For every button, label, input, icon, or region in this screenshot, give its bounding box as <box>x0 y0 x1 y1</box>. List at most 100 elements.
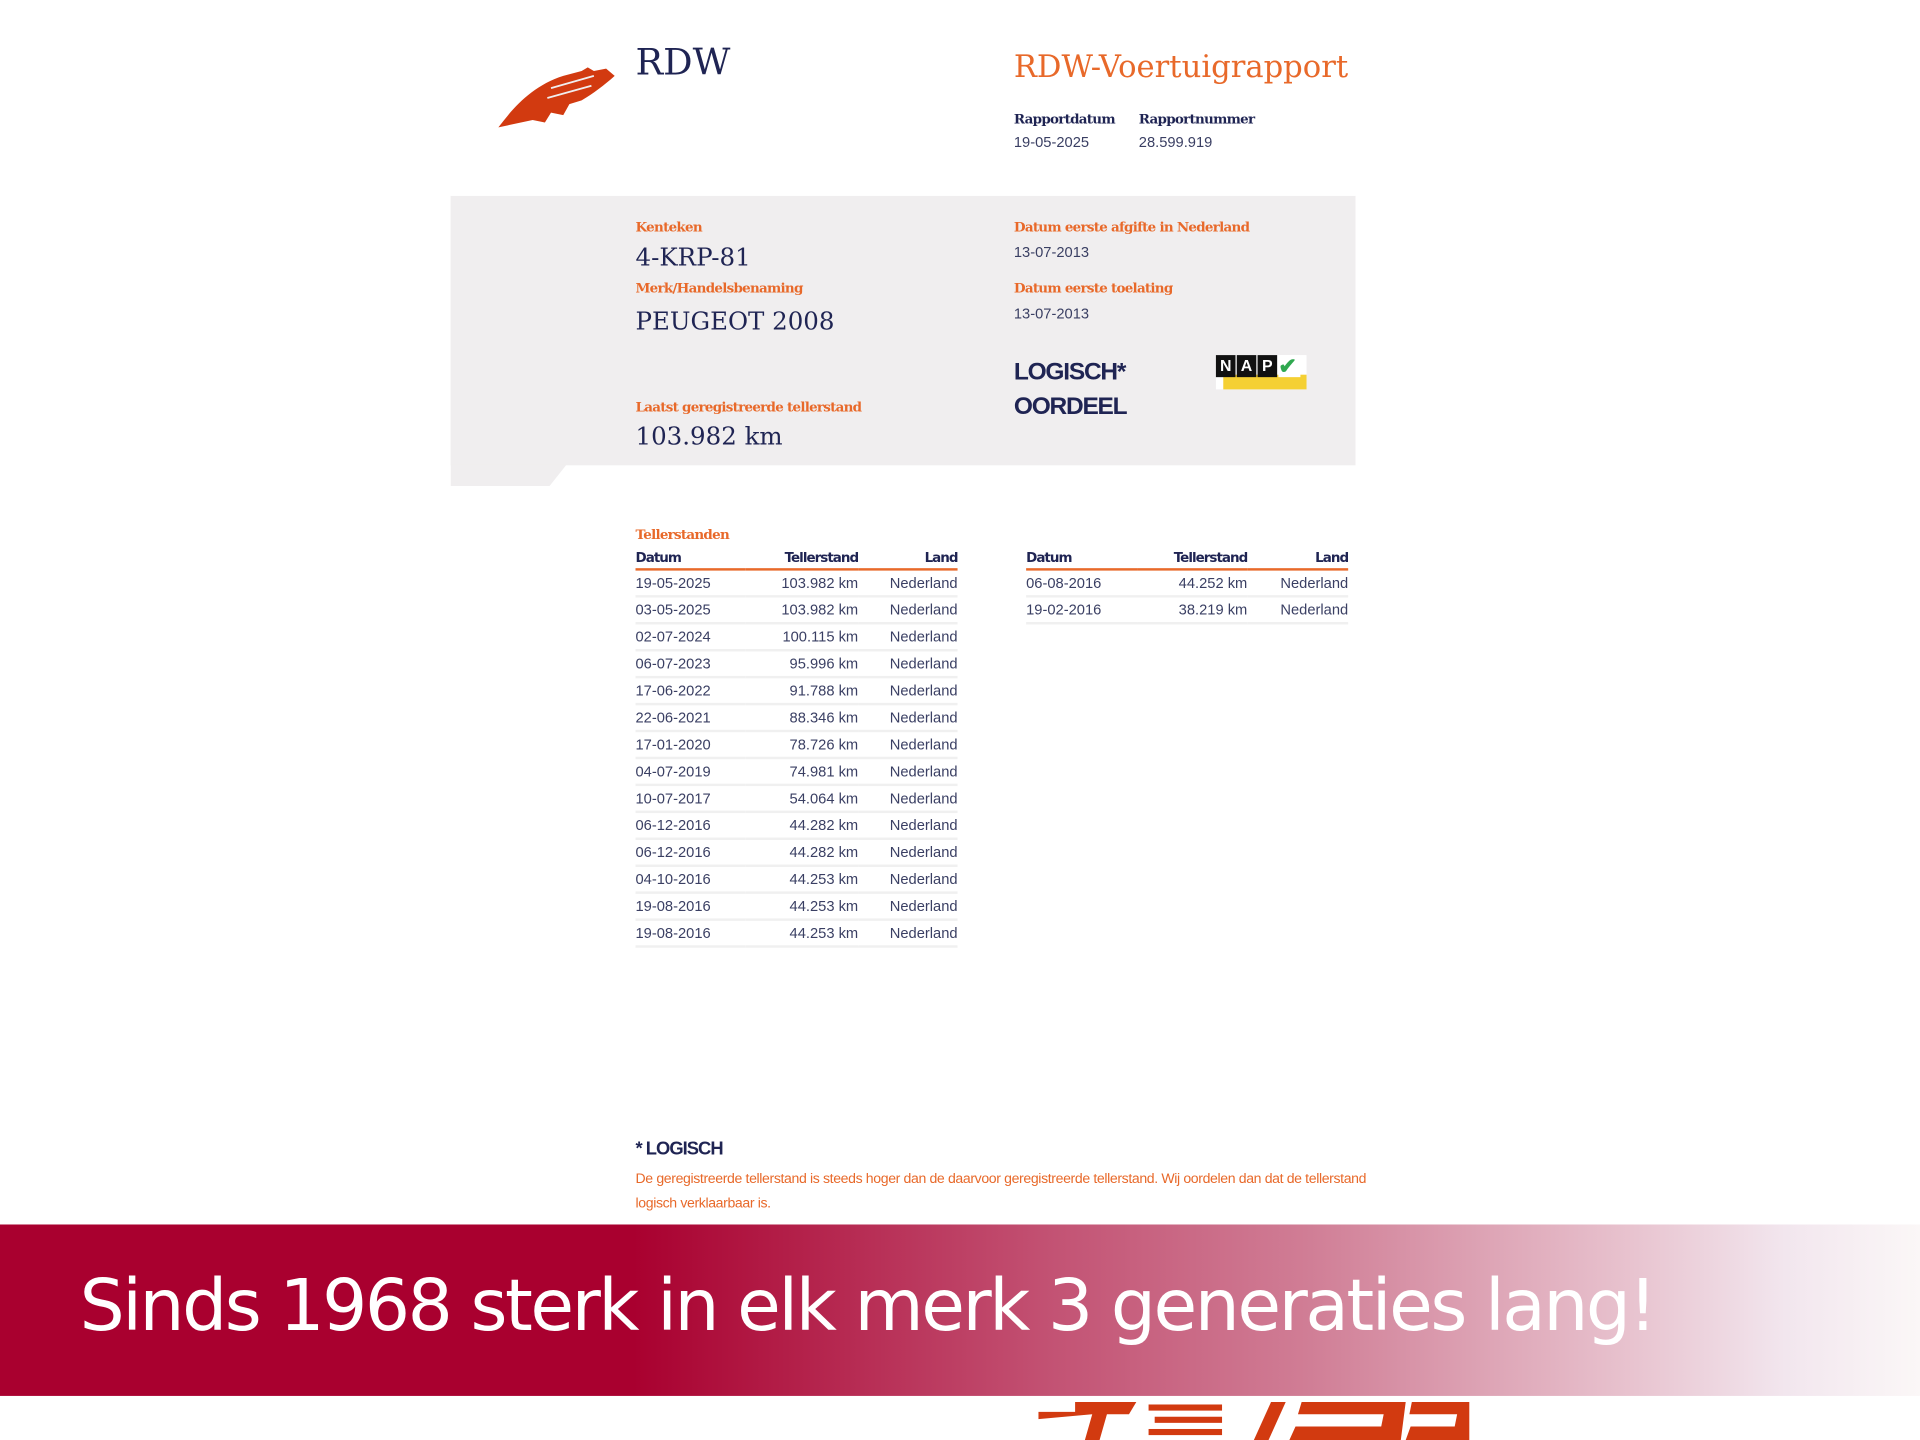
footnote-text: De geregistreerde tellerstand is steeds … <box>635 1171 1367 1212</box>
oordeel-label: OORDEEL <box>1013 393 1128 421</box>
merk-label: Merk/Handelsbenaming <box>635 280 804 297</box>
table-row: 19-08-2016 44.253 km Nederland <box>635 919 958 948</box>
slogan-text: Sinds 1968 sterk in elk merk 3 generatie… <box>79 1263 1657 1347</box>
cell-datum: 19-02-2016 <box>1026 596 1138 625</box>
footnote-title: * LOGISCH <box>635 1138 724 1160</box>
cell-land: Nederland <box>858 731 958 760</box>
cell-tellerstand: 88.346 km <box>745 704 859 733</box>
rapportdatum-label: Rapportdatum <box>1013 111 1116 128</box>
cell-datum: 04-10-2016 <box>635 865 746 894</box>
cell-datum: 04-07-2019 <box>635 757 746 787</box>
tellerstanden-table-2: Datum Tellerstand Land 06-08-2016 44.252 … <box>1026 548 1349 625</box>
col-land: Land <box>1247 548 1349 571</box>
kenteken-label: Kenteken <box>635 219 703 236</box>
cell-tellerstand: 38.219 km <box>1137 596 1248 625</box>
cell-datum: 19-08-2016 <box>635 919 746 948</box>
table-row: 06-12-2016 44.282 km Nederland <box>635 811 958 841</box>
afgifte-value: 13-07-2013 <box>1013 243 1090 261</box>
teller-value: 103.982 km <box>635 421 783 451</box>
table-row: 10-07-2017 54.064 km Nederland <box>635 784 958 814</box>
cell-datum: 17-01-2020 <box>635 731 746 760</box>
cell-tellerstand: 44.252 km <box>1137 569 1248 598</box>
table-row: 02-07-2024 100.115 km Nederland <box>635 623 958 652</box>
cell-land: Nederland <box>858 919 958 948</box>
table-row: 19-08-2016 44.253 km Nederland <box>635 892 958 921</box>
slogan-banner <box>0 1224 1920 1396</box>
cell-tellerstand: 44.282 km <box>745 811 859 841</box>
table-row: 17-06-2022 91.788 km Nederland <box>635 677 958 706</box>
cell-tellerstand: 95.996 km <box>745 650 859 679</box>
cell-land: Nederland <box>1247 596 1349 625</box>
table-row: 06-08-2016 44.252 km Nederland <box>1026 569 1349 598</box>
cell-land: Nederland <box>1247 569 1349 598</box>
col-datum: Datum <box>1026 548 1138 571</box>
toelating-value: 13-07-2013 <box>1013 304 1090 323</box>
cell-tellerstand: 54.064 km <box>745 784 859 814</box>
report-title: RDW-Voertuigrapport <box>1013 48 1349 85</box>
toelating-label: Datum eerste toelating <box>1013 280 1173 297</box>
tellerstanden-title: Tellerstanden <box>635 526 730 543</box>
col-tellerstand: Tellerstand <box>1137 548 1248 571</box>
table-row: 04-10-2016 44.253 km Nederland <box>635 865 958 894</box>
table-row: 19-05-2025 103.982 km Nederland <box>635 569 958 598</box>
panel-lip <box>450 464 567 487</box>
cell-datum: 19-08-2016 <box>635 892 746 921</box>
cell-datum: 06-12-2016 <box>635 838 746 867</box>
cell-datum: 10-07-2017 <box>635 784 746 814</box>
cell-tellerstand: 100.115 km <box>745 623 859 652</box>
table-row: 17-01-2020 78.726 km Nederland <box>635 731 958 760</box>
afgifte-label: Datum eerste afgifte in Nederland <box>1013 219 1250 236</box>
cell-datum: 06-07-2023 <box>635 650 746 679</box>
cell-tellerstand: 103.982 km <box>745 569 859 598</box>
oordeel-value: LOGISCH* <box>1013 358 1127 386</box>
cell-land: Nederland <box>858 865 958 894</box>
table-row: 06-12-2016 44.282 km Nederland <box>635 838 958 867</box>
col-datum: Datum <box>635 548 746 571</box>
teller-label: Laatst geregistreerde tellerstand <box>635 399 863 416</box>
cell-land: Nederland <box>858 677 958 706</box>
cell-datum: 02-07-2024 <box>635 623 746 652</box>
cell-tellerstand: 78.726 km <box>745 731 859 760</box>
cell-datum: 22-06-2021 <box>635 704 746 733</box>
table-row: 19-02-2016 38.219 km Nederland <box>1026 596 1349 625</box>
table-row: 04-07-2019 74.981 km Nederland <box>635 757 958 787</box>
cell-tellerstand: 44.253 km <box>745 919 859 948</box>
cell-land: Nederland <box>858 704 958 733</box>
rapportnummer-label: Rapportnummer <box>1138 111 1255 128</box>
table-row: 22-06-2021 88.346 km Nederland <box>635 704 958 733</box>
nap-badge: N A P ✔ <box>1215 355 1307 390</box>
cell-tellerstand: 44.253 km <box>745 892 859 921</box>
nap-letter: P <box>1257 355 1278 378</box>
cell-land: Nederland <box>858 757 958 787</box>
check-icon: ✔ <box>1278 355 1301 378</box>
cell-land: Nederland <box>858 892 958 921</box>
bottom-logo-icon <box>1038 1402 1470 1440</box>
merk-value: PEUGEOT 2008 <box>635 306 835 336</box>
cell-datum: 06-12-2016 <box>635 811 746 841</box>
cell-land: Nederland <box>858 811 958 841</box>
cell-land: Nederland <box>858 784 958 814</box>
col-tellerstand: Tellerstand <box>745 548 859 571</box>
kenteken-value: 4-KRP-81 <box>635 242 751 272</box>
cell-tellerstand: 103.982 km <box>745 596 859 625</box>
rapportdatum-value: 19-05-2025 <box>1013 133 1090 151</box>
cell-land: Nederland <box>858 650 958 679</box>
rdw-feather-logo-icon <box>498 67 615 128</box>
nap-letter: N <box>1215 355 1236 378</box>
cell-tellerstand: 44.253 km <box>745 865 859 894</box>
cell-tellerstand: 74.981 km <box>745 757 859 787</box>
table-row: 06-07-2023 95.996 km Nederland <box>635 650 958 679</box>
cell-tellerstand: 44.282 km <box>745 838 859 867</box>
cell-datum: 17-06-2022 <box>635 677 746 706</box>
rapportnummer-value: 28.599.919 <box>1138 133 1213 151</box>
col-land: Land <box>858 548 959 571</box>
nap-letter: A <box>1236 355 1257 378</box>
table-row: 03-05-2025 103.982 km Nederland <box>635 596 958 625</box>
cell-datum: 06-08-2016 <box>1026 569 1138 598</box>
cell-datum: 19-05-2025 <box>635 569 746 598</box>
cell-land: Nederland <box>858 596 958 625</box>
vehicle-panel <box>450 195 1356 466</box>
brand-name: RDW <box>635 41 731 85</box>
cell-tellerstand: 91.788 km <box>745 677 859 706</box>
tellerstanden-table-1: Datum Tellerstand Land 19-05-2025 103.982… <box>635 548 959 948</box>
